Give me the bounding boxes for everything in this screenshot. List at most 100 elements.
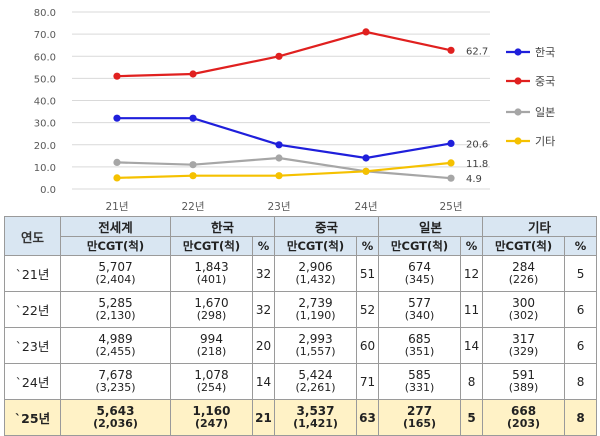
unit-header: 만CGT(척)	[170, 236, 253, 256]
china-pct-cell: 52	[356, 291, 380, 328]
ship-count: (226)	[508, 273, 539, 286]
legend-label: 한국	[535, 46, 555, 59]
table-subheader-row: 만CGT(척) 만CGT(척) % 만CGT(척) % 만CGT(척) % 만C…	[5, 236, 598, 256]
ship-count: (1,421)	[293, 417, 338, 430]
ship-count: (2,261)	[295, 381, 336, 394]
japan-cell: 577 (340)	[378, 291, 462, 328]
japan-pct-cell: 12	[460, 255, 484, 292]
data-point	[275, 52, 283, 60]
other-cell: 300 (302)	[482, 291, 566, 328]
group-header-china: 중국	[274, 216, 380, 237]
data-point	[189, 161, 197, 169]
ship-count: (329)	[508, 345, 539, 358]
data-point	[275, 154, 283, 162]
data-point	[447, 174, 455, 182]
data-point	[189, 172, 197, 180]
ship-count: (340)	[404, 309, 435, 322]
data-point	[275, 172, 283, 180]
japan-pct-cell: 8	[460, 363, 484, 400]
data-point	[447, 159, 455, 167]
end-labels: 20.6 62.7 4.9 11.8	[466, 46, 488, 185]
ship-count: (2,455)	[95, 345, 136, 358]
ship-count: (401)	[196, 273, 227, 286]
table-header-row: 연도 전세계 한국 중국 일본 기타	[4, 216, 598, 256]
japan-cell: 277 (165)	[378, 399, 462, 436]
end-label: 20.6	[466, 139, 488, 150]
y-tick-label: 40.0	[34, 97, 56, 108]
x-tick-label: 24년	[354, 201, 377, 213]
legend-label: 중국	[535, 75, 555, 88]
ship-count: (298)	[196, 309, 227, 322]
ship-count: (218)	[196, 345, 227, 358]
korea-pct-cell: 32	[251, 291, 276, 328]
legend-marker	[514, 77, 522, 85]
pct-header: %	[251, 236, 276, 256]
data-point	[113, 114, 121, 122]
value: 674	[408, 260, 431, 274]
ship-count: (389)	[508, 381, 539, 394]
y-tick-label: 80.0	[34, 8, 56, 19]
ship-count: (1,557)	[295, 345, 336, 358]
world-cell: 7,678 (3,235)	[60, 363, 171, 400]
ship-count: (351)	[404, 345, 435, 358]
data-table: 연도 전세계 한국 중국 일본 기타 만CGT(척) 만CGT(척) % 만CG…	[4, 216, 598, 436]
value: 994	[200, 332, 223, 346]
group-header-other: 기타	[482, 216, 598, 237]
china-pct-cell: 60	[356, 327, 380, 364]
value: 577	[408, 296, 431, 310]
value: 1,670	[194, 296, 229, 310]
legend-label: 기타	[535, 135, 555, 148]
value: 5,285	[98, 296, 133, 310]
ship-count: (247)	[194, 417, 229, 430]
year-cell: `23년	[4, 327, 61, 364]
data-point	[113, 72, 121, 80]
y-tick-label: 50.0	[34, 74, 56, 85]
y-tick-label: 70.0	[34, 30, 56, 41]
ship-count: (2,404)	[95, 273, 136, 286]
value: 277	[407, 404, 433, 418]
other-pct-cell: 5	[564, 255, 598, 292]
ship-count: (345)	[404, 273, 435, 286]
legend-marker	[514, 137, 522, 145]
y-tick-label: 0.0	[40, 185, 56, 196]
value: 5,424	[298, 368, 333, 382]
value: 5,643	[96, 404, 135, 418]
value: 4,989	[98, 332, 133, 346]
y-tick-label: 30.0	[34, 119, 56, 130]
world-cell: 4,989 (2,455)	[60, 327, 171, 364]
end-label: 11.8	[466, 159, 488, 170]
ship-count: (254)	[196, 381, 227, 394]
y-tick-label: 60.0	[34, 52, 56, 63]
value: 3,537	[296, 404, 335, 418]
japan-cell: 585 (331)	[378, 363, 462, 400]
pct-header: %	[460, 236, 484, 256]
data-point	[362, 167, 370, 175]
value: 1,843	[194, 260, 229, 274]
x-axis-ticks: 21년 22년 23년 24년 25년	[105, 201, 462, 213]
data-point	[113, 174, 121, 182]
value: 2,906	[298, 260, 333, 274]
japan-pct-cell: 11	[460, 291, 484, 328]
value: 7,678	[98, 368, 133, 382]
series-line-1	[117, 117, 452, 160]
group-header-world: 전세계	[60, 216, 171, 237]
year-cell: `21년	[4, 255, 61, 292]
x-tick-label: 25년	[439, 201, 462, 213]
korea-pct-cell: 20	[251, 327, 276, 364]
korea-pct-cell: 14	[251, 363, 276, 400]
table-row: `22년 5,285 (2,130) 1,670 (298) 32 2,739 (1,190)…	[4, 291, 598, 328]
table-row: `24년 7,678 (3,235) 1,078 (254) 14 5,424 (2,261)…	[4, 363, 598, 400]
japan-cell: 685 (351)	[378, 327, 462, 364]
value: 591	[512, 368, 535, 382]
value: 1,160	[192, 404, 231, 418]
data-point	[362, 154, 370, 162]
value: 284	[512, 260, 535, 274]
x-tick-label: 23년	[267, 201, 290, 213]
other-cell: 591 (389)	[482, 363, 566, 400]
korea-pct-cell: 32	[251, 255, 276, 292]
china-cell: 2,739 (1,190)	[274, 291, 358, 328]
table-row: `21년 5,707 (2,404) 1,843 (401) 32 2,906 (1,432)…	[4, 255, 598, 292]
value: 585	[408, 368, 431, 382]
china-cell: 2,993 (1,557)	[274, 327, 358, 364]
